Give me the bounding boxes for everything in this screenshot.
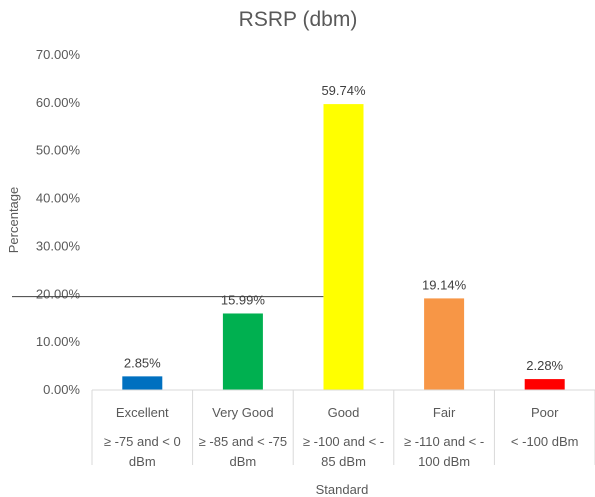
category-range: dBm — [230, 454, 257, 469]
bars — [122, 104, 565, 390]
category-range: ≥ -100 and < - — [303, 434, 384, 449]
category-name: Fair — [433, 405, 456, 420]
bar — [424, 298, 465, 390]
y-tick-label: 70.00% — [36, 47, 81, 62]
category-range: dBm — [129, 454, 156, 469]
bar — [524, 379, 565, 390]
y-tick-label: 60.00% — [36, 95, 81, 110]
y-tick-label: 40.00% — [36, 191, 81, 206]
data-label: 15.99% — [221, 292, 266, 307]
category-range: 85 dBm — [321, 454, 366, 469]
bar — [122, 376, 163, 390]
data-label: 19.14% — [422, 277, 467, 292]
y-tick-label: 30.00% — [36, 238, 81, 253]
x-axis: Excellent ≥ -75 and < 0 dBm Very Good ≥ -85 … — [91, 389, 595, 469]
category-range: ≥ -110 and < - — [404, 434, 484, 449]
category-name: Good — [328, 405, 360, 420]
y-axis-ticks: 0.00% 10.00% 20.00% 30.00% 40.00% 50.00% 60.00… — [36, 47, 81, 397]
category-name: Poor — [531, 405, 559, 420]
y-tick-label: 20.00% — [36, 286, 81, 301]
category-range: ≥ -75 and < 0 — [104, 434, 181, 449]
y-tick-label: 0.00% — [43, 382, 80, 397]
bar — [222, 313, 263, 390]
y-axis-title: Percentage — [6, 187, 21, 254]
category-name: Excellent — [116, 405, 169, 420]
y-tick-label: 50.00% — [36, 143, 81, 158]
data-label: 2.28% — [526, 358, 563, 373]
category-range: ≥ -85 and < -75 — [199, 434, 287, 449]
category-name: Very Good — [212, 405, 273, 420]
category-range: < -100 dBm — [511, 434, 579, 449]
chart-title: RSRP (dbm) — [239, 8, 358, 31]
bar — [323, 104, 364, 390]
y-tick-label: 10.00% — [36, 334, 81, 349]
x-axis-title: Standard — [316, 482, 369, 497]
data-label: 59.74% — [321, 83, 366, 98]
data-label: 2.85% — [124, 355, 161, 370]
category-range: 100 dBm — [418, 454, 470, 469]
